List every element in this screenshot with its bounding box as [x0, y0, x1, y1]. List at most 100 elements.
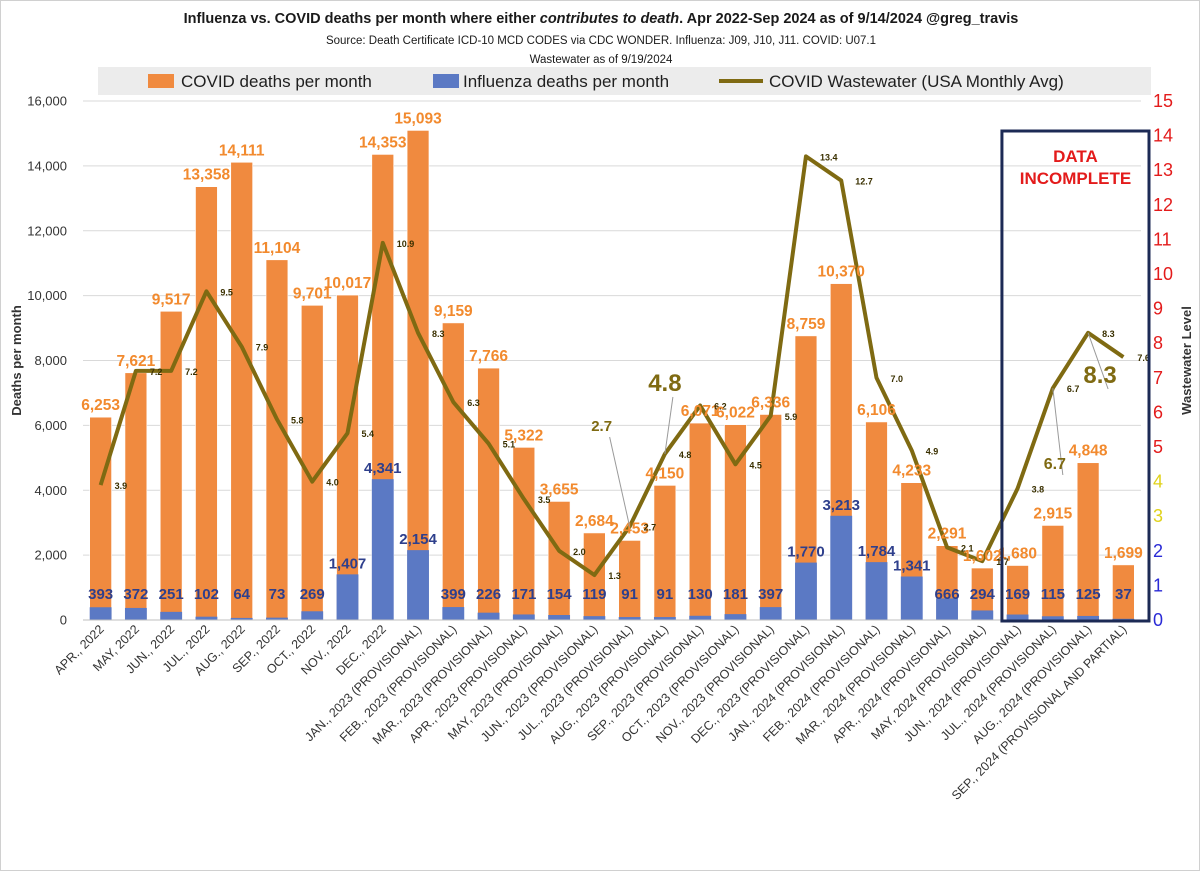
influenza-bar [618, 617, 641, 620]
influenza-bar [442, 607, 465, 620]
wastewater-value-label: 1.3 [608, 571, 621, 581]
influenza-value-label: 1,784 [858, 543, 896, 560]
influenza-value-label: 1,407 [329, 555, 367, 572]
y-right-tick-label: 1 [1153, 575, 1163, 595]
callout-label: 4.8 [648, 370, 681, 397]
title-part-emphasis: contributes to death [540, 11, 680, 27]
legend-label-covid: COVID deaths per month [181, 72, 372, 91]
covid-value-label: 14,353 [359, 134, 407, 151]
legend: COVID deaths per month Influenza deaths p… [148, 72, 1064, 91]
influenza-bar [971, 610, 994, 620]
y-right-tick-label: 2 [1153, 541, 1163, 561]
influenza-bar [266, 617, 288, 620]
influenza-value-label: 3,213 [822, 497, 860, 514]
y-right-tick-label: 15 [1153, 91, 1173, 111]
influenza-value-label: 130 [688, 586, 713, 603]
y-right-tick-label: 4 [1153, 472, 1163, 492]
wastewater-note: Wastewater as of 9/19/2024 [530, 54, 673, 66]
callout-label: 2.7 [591, 418, 612, 435]
y-right-axis-title: Wastewater Level [1179, 306, 1194, 415]
influenza-value-label: 4,341 [364, 460, 402, 477]
influenza-value-label: 91 [657, 586, 674, 603]
influenza-value-label: 37 [1115, 586, 1132, 603]
y-right-tick-label: 10 [1153, 264, 1173, 284]
covid-bar [301, 305, 324, 621]
influenza-value-label: 91 [621, 586, 638, 603]
influenza-value-label: 294 [970, 586, 996, 603]
covid-bar [230, 161, 253, 621]
covid-value-label: 14,111 [219, 142, 265, 159]
covid-value-label: 1,602 [963, 548, 1002, 565]
y-left-tick-label: 12,000 [27, 223, 67, 238]
influenza-bar [89, 607, 112, 620]
covid-value-label: 4,150 [646, 465, 685, 482]
covid-value-label: 1,699 [1104, 545, 1143, 562]
influenza-value-label: 399 [441, 586, 466, 603]
influenza-bar [689, 615, 712, 620]
wastewater-value-label: 12.7 [855, 177, 873, 187]
influenza-bar [759, 607, 782, 620]
influenza-bar [512, 614, 535, 620]
callout-leader [664, 396, 674, 454]
y-left-tick-label: 8,000 [34, 353, 67, 368]
influenza-bar [1041, 616, 1064, 620]
legend-swatch-influenza [433, 74, 459, 88]
influenza-value-label: 1,341 [893, 558, 931, 575]
data-labels: 6,253 393 3.9 7,621 372 7.2 9,517 251 7.2 13,358 1… [81, 110, 1150, 603]
wastewater-value-label: 8.3 [1102, 329, 1115, 339]
influenza-bar [936, 598, 958, 620]
wastewater-value-label: 3.5 [538, 495, 551, 505]
y-right-tick-label: 11 [1153, 229, 1172, 249]
influenza-bar [371, 479, 394, 620]
incomplete-text-line2: INCOMPLETE [1020, 169, 1131, 188]
y-right-tick-label: 12 [1153, 195, 1173, 215]
covid-bar [1041, 525, 1065, 621]
title-part-1: Influenza vs. COVID deaths per month whe… [184, 11, 540, 27]
covid-bar [124, 372, 148, 621]
influenza-bar [477, 612, 500, 620]
covid-bar [265, 259, 289, 621]
covid-bar [195, 186, 218, 621]
wastewater-value-label: 7.6 [1137, 353, 1150, 363]
legend-label-influenza: Influenza deaths per month [463, 72, 669, 91]
influenza-bar [795, 562, 817, 620]
wastewater-value-label: 2.0 [573, 547, 586, 557]
influenza-bar [1112, 618, 1135, 620]
covid-value-label: 4,848 [1069, 443, 1108, 460]
influenza-bar [1006, 614, 1029, 620]
influenza-value-label: 125 [1076, 586, 1101, 603]
y-left-tick-label: 0 [60, 613, 67, 628]
covid-value-label: 7,621 [117, 353, 156, 370]
wastewater-value-label: 13.4 [820, 152, 838, 162]
covid-value-label: 6,022 [716, 405, 755, 422]
influenza-value-label: 102 [194, 586, 219, 603]
bars [89, 130, 1135, 621]
wastewater-value-label: 6.2 [714, 401, 727, 411]
influenza-value-label: 171 [511, 586, 536, 603]
y-left-tick-label: 6,000 [34, 418, 67, 433]
title-part-2: . Apr 2022-Sep 2024 as of 9/14/2024 @gre… [679, 11, 1018, 27]
covid-value-label: 6,071 [681, 403, 720, 420]
influenza-value-label: 269 [300, 586, 325, 603]
y-right-tick-label: 6 [1153, 402, 1163, 422]
covid-value-label: 9,701 [293, 285, 332, 302]
influenza-bar [900, 576, 923, 620]
influenza-bar [407, 550, 429, 620]
callout-label: 6.7 [1044, 456, 1066, 473]
wastewater-value-label: 7.2 [150, 367, 163, 377]
wastewater-value-label: 3.9 [115, 481, 128, 491]
influenza-value-label: 73 [269, 586, 286, 603]
covid-value-label: 15,093 [394, 110, 442, 127]
callout-leader [609, 436, 631, 527]
influenza-bar [583, 616, 606, 620]
wastewater-value-label: 7.0 [891, 374, 904, 384]
covid-value-label: 6,253 [81, 397, 120, 414]
covid-value-label: 9,159 [434, 303, 473, 320]
wastewater-value-label: 7.2 [185, 367, 198, 377]
wastewater-value-label: 2.1 [961, 543, 974, 553]
incomplete-region: DATA INCOMPLETE [1000, 129, 1151, 623]
influenza-bar [724, 614, 747, 620]
covid-bar [442, 322, 465, 621]
covid-value-label: 2,453 [610, 520, 649, 537]
